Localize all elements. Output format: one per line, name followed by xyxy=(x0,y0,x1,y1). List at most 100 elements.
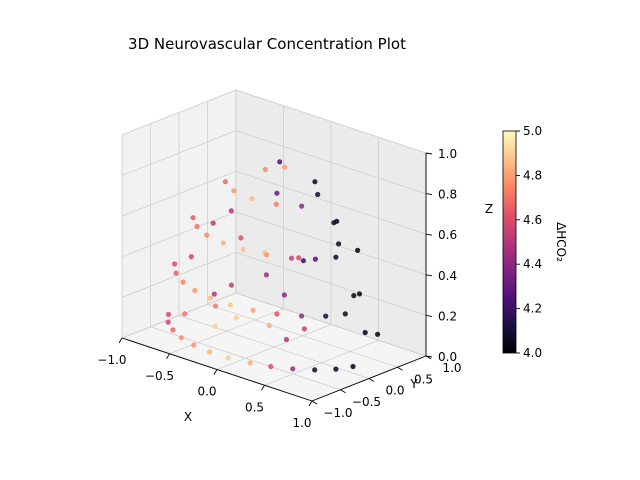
data-point xyxy=(262,166,268,173)
data-point xyxy=(211,291,217,297)
gridline-z xyxy=(235,170,427,235)
y-axis-label: Y xyxy=(409,377,418,391)
data-point xyxy=(342,311,348,317)
gridline-z xyxy=(235,211,427,276)
data-point xyxy=(247,360,253,366)
gridline-z xyxy=(235,292,427,357)
data-point xyxy=(333,254,339,260)
y-tick xyxy=(340,389,346,394)
data-point xyxy=(312,179,318,185)
data-point xyxy=(225,355,231,361)
axes-panes xyxy=(120,89,428,402)
data-point xyxy=(299,313,305,319)
colorbar-tick-label: 4.4 xyxy=(523,257,542,271)
data-point xyxy=(277,159,283,165)
x-tick xyxy=(166,353,170,359)
x-tick-label: 0.5 xyxy=(245,400,264,414)
colorbar-label: ΔHCO₂ xyxy=(554,222,568,262)
y-tick-label: −1.0 xyxy=(323,406,352,420)
data-point xyxy=(315,191,321,198)
gridline-z xyxy=(121,292,237,339)
data-point xyxy=(281,292,287,298)
y-tick-label: 0.0 xyxy=(385,384,404,398)
z-tick xyxy=(425,274,433,277)
data-point xyxy=(301,326,307,332)
gridline-z xyxy=(121,170,237,217)
x-tick-label: 0.0 xyxy=(197,385,216,399)
data-point xyxy=(273,201,279,207)
data-point xyxy=(356,291,363,297)
data-point xyxy=(263,272,269,278)
data-point xyxy=(250,307,256,313)
data-point xyxy=(212,323,218,329)
z-tick-label: 0.0 xyxy=(438,350,457,364)
gridline-z xyxy=(235,252,427,316)
data-point xyxy=(274,311,280,317)
data-point xyxy=(264,252,270,258)
data-point xyxy=(283,336,289,343)
data-point xyxy=(212,303,219,309)
axes-tick-labels: −1.0−0.50.00.51.0−1.0−0.50.00.51.00.00.2… xyxy=(97,147,461,430)
colorbar-tick-label: 5.0 xyxy=(523,124,542,138)
data-point xyxy=(266,322,272,329)
x-tick-label: −0.5 xyxy=(145,369,174,383)
z-tick-label: 0.4 xyxy=(438,269,457,283)
data-point xyxy=(350,363,356,370)
data-point xyxy=(312,367,318,373)
data-point xyxy=(351,293,357,299)
x-tick xyxy=(308,400,313,407)
data-point xyxy=(194,223,200,230)
gridline-z xyxy=(235,89,427,154)
data-point xyxy=(192,287,198,294)
z-tick-label: 1.0 xyxy=(438,147,457,161)
data-point xyxy=(228,282,234,288)
data-point xyxy=(207,295,213,301)
x-tick xyxy=(213,369,218,375)
data-point xyxy=(249,196,255,202)
data-point xyxy=(231,188,237,194)
data-point xyxy=(182,311,188,317)
data-point xyxy=(333,366,339,372)
colorbar xyxy=(502,130,517,354)
data-point xyxy=(172,261,178,267)
x-axis-label: X xyxy=(184,410,192,424)
x-tick-label: −1.0 xyxy=(97,353,126,367)
data-point xyxy=(170,327,176,333)
y-tick-label: 1.0 xyxy=(442,361,461,375)
data-point xyxy=(336,241,342,247)
data-point xyxy=(290,366,296,372)
z-tick-label: 0.8 xyxy=(438,188,457,202)
colorbar-tick-label: 4.2 xyxy=(523,302,542,316)
data-point xyxy=(299,203,305,209)
z-tick xyxy=(425,355,433,358)
data-point xyxy=(296,255,302,261)
data-point xyxy=(312,256,318,262)
data-point xyxy=(207,349,213,355)
colorbar-tick-label: 4.0 xyxy=(523,346,542,360)
z-tick xyxy=(425,233,433,236)
data-point xyxy=(165,319,171,325)
data-point xyxy=(233,315,239,321)
z-tick xyxy=(425,314,433,317)
x-tick-label: 1.0 xyxy=(292,416,311,430)
y-tick-label: 0.5 xyxy=(414,372,433,386)
x-tick xyxy=(261,385,265,391)
data-point xyxy=(268,363,274,370)
data-point xyxy=(274,190,280,196)
data-point xyxy=(204,232,210,238)
data-point xyxy=(165,311,172,317)
data-point xyxy=(300,258,306,264)
data-point xyxy=(375,331,381,337)
data-point xyxy=(228,208,234,214)
data-point xyxy=(362,329,368,336)
data-point xyxy=(227,302,233,308)
data-point xyxy=(188,254,194,260)
data-point xyxy=(355,247,361,253)
data-point xyxy=(191,342,197,348)
colorbar-tick-label: 4.6 xyxy=(523,213,542,227)
axes-edges xyxy=(118,152,433,407)
data-point xyxy=(288,255,295,261)
data-point xyxy=(331,220,337,226)
z-tick-label: 0.2 xyxy=(438,309,457,323)
